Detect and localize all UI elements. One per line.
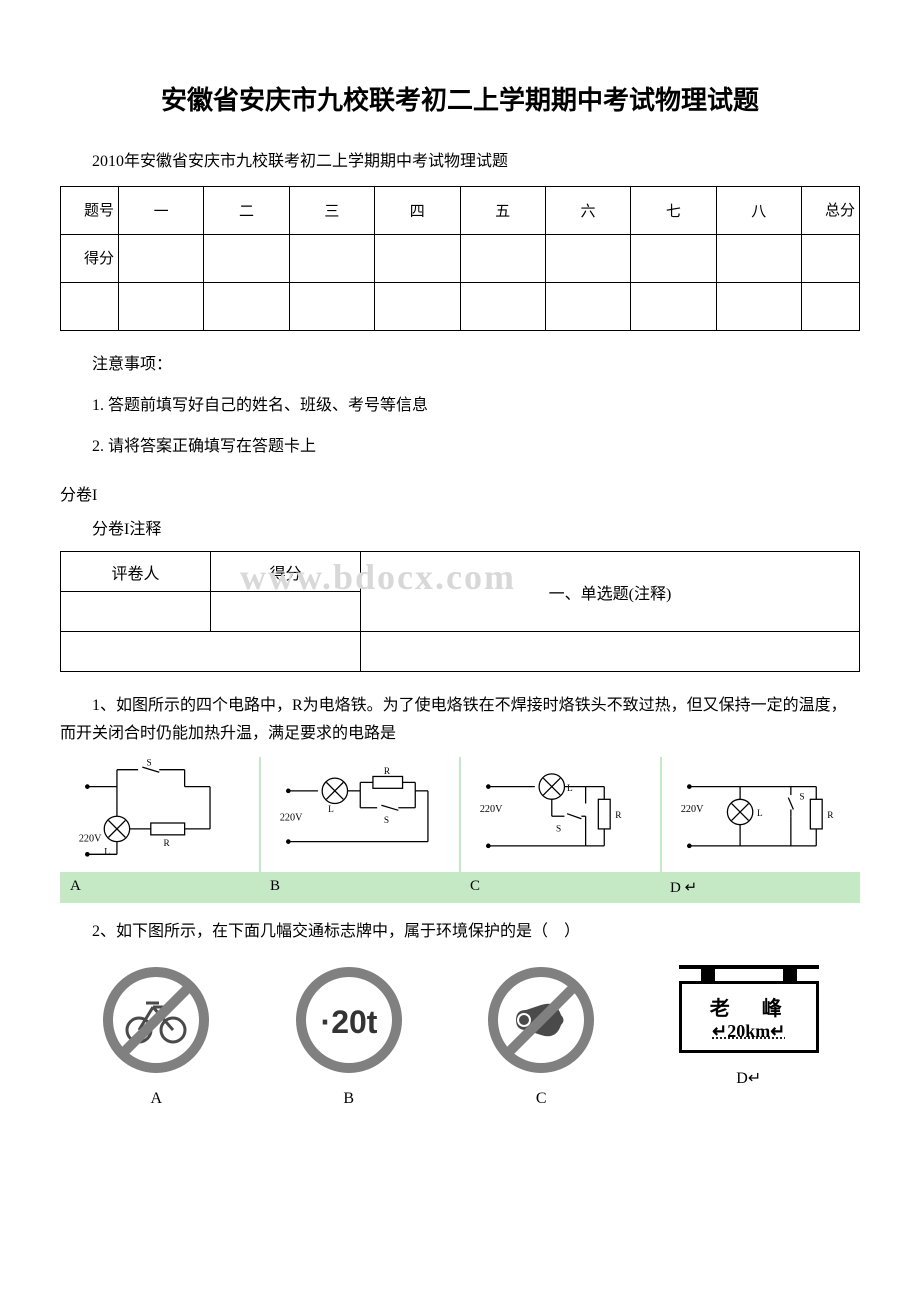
svg-text:220V: 220V [79, 833, 102, 844]
empty-cell [631, 283, 716, 331]
notice-header: 注意事项： [60, 351, 860, 380]
question-text: 1、如图所示的四个电路中，R为电烙铁。为了使电烙铁在不焊接时烙铁头不致过热，但又… [60, 692, 860, 746]
empty-cell [802, 283, 860, 331]
section-title-cell: 一、单选题(注释) [361, 552, 860, 632]
grader-col: 评卷人 [61, 552, 211, 592]
question-text: 2、如下图所示，在下面几幅交通标志牌中，属于环境保护的是（ ） [60, 918, 860, 945]
option-label: D↵ [736, 1068, 761, 1088]
svg-text:R: R [383, 767, 390, 777]
svg-text:220V: 220V [480, 804, 503, 815]
score-cell [716, 235, 801, 283]
page-title: 安徽省安庆市九校联考初二上学期期中考试物理试题 [60, 80, 860, 117]
empty-cell [460, 283, 545, 331]
section-header: 分卷I [60, 481, 860, 505]
col-header: 二 [204, 187, 289, 235]
svg-text:S: S [556, 824, 561, 834]
svg-text:S: S [799, 792, 804, 802]
score-table: 题号 一 二 三 四 五 六 七 八 总分 得分 [60, 186, 860, 331]
svg-text:L: L [567, 784, 573, 794]
col-header: 一 [119, 187, 204, 235]
circuit-labels: A B C D ↵ [60, 872, 860, 903]
svg-text:L: L [757, 809, 763, 819]
empty-cell [61, 632, 361, 672]
traffic-signs: A ·20t B C 老 峰 ↵20km↵ D↵ [60, 965, 860, 1108]
score-cell [375, 235, 460, 283]
sign-b: ·20t B [294, 965, 404, 1108]
option-label: B [343, 1090, 354, 1108]
svg-text:R: R [615, 811, 622, 821]
circuit-c: L S R 220V [461, 757, 662, 872]
weight-limit-icon: ·20t [294, 965, 404, 1075]
total-label: 总分 [802, 187, 860, 235]
table-row [61, 283, 860, 331]
option-label: A [60, 872, 260, 903]
grader-table: 评卷人 得分 一、单选题(注释) [60, 551, 860, 672]
score-cell [802, 235, 860, 283]
svg-text:L: L [104, 847, 110, 857]
score-col: 得分 [211, 552, 361, 592]
col-header: 八 [716, 187, 801, 235]
circuit-a: S L R 220V [60, 757, 261, 872]
score-cell [545, 235, 630, 283]
empty-cell [289, 283, 374, 331]
svg-text:S: S [383, 816, 388, 826]
sign-d: 老 峰 ↵20km↵ D↵ [679, 965, 819, 1108]
notice-item: 2. 请将答案正确填写在答题卡上 [60, 433, 860, 462]
svg-text:R: R [827, 811, 834, 821]
grader-block: www.bdocx.com 评卷人 得分 一、单选题(注释) [60, 551, 860, 672]
col-header: 六 [545, 187, 630, 235]
no-bicycle-icon [101, 965, 211, 1075]
sign-text: 老 峰 [696, 992, 802, 1021]
sign-c: C [486, 965, 596, 1108]
distance-sign-icon: 老 峰 ↵20km↵ [679, 965, 819, 1053]
section-note: 分卷I注释 [60, 515, 860, 539]
empty-cell [204, 283, 289, 331]
option-label: C [460, 872, 660, 903]
option-label: B [260, 872, 460, 903]
circuit-diagrams: S L R 220V [60, 757, 860, 872]
table-row: 评卷人 得分 一、单选题(注释) [61, 552, 860, 592]
circuit-d: L S R 220V [662, 757, 861, 872]
option-label: C [536, 1090, 547, 1108]
table-row: 题号 一 二 三 四 五 六 七 八 总分 [61, 187, 860, 235]
table-row: 得分 [61, 235, 860, 283]
subtitle: 2010年安徽省安庆市九校联考初二上学期期中考试物理试题 [60, 147, 860, 171]
col-header: 四 [375, 187, 460, 235]
option-label: D ↵ [660, 872, 860, 903]
svg-text:S: S [147, 758, 152, 768]
svg-text:R: R [163, 839, 170, 849]
notice-item: 1. 答题前填写好自己的姓名、班级、考号等信息 [60, 392, 860, 421]
empty-cell [61, 283, 119, 331]
col-header: 五 [460, 187, 545, 235]
table-row [61, 632, 860, 672]
circuit-b: L R S 220V [261, 757, 462, 872]
score-cell [119, 235, 204, 283]
svg-text:L: L [328, 805, 334, 815]
empty-cell [119, 283, 204, 331]
row-label: 题号 [61, 187, 119, 235]
no-horn-icon [486, 965, 596, 1075]
score-cell [460, 235, 545, 283]
svg-text:·20t: ·20t [320, 1004, 377, 1040]
empty-cell [211, 592, 361, 632]
empty-cell [375, 283, 460, 331]
empty-cell [361, 632, 860, 672]
empty-cell [545, 283, 630, 331]
score-cell [204, 235, 289, 283]
col-header: 七 [631, 187, 716, 235]
option-label: A [150, 1090, 162, 1108]
svg-text:220V: 220V [279, 812, 302, 823]
empty-cell [61, 592, 211, 632]
score-cell [289, 235, 374, 283]
score-cell [631, 235, 716, 283]
svg-text:220V: 220V [680, 804, 703, 815]
sign-text: ↵20km↵ [696, 1021, 802, 1042]
row-label: 得分 [61, 235, 119, 283]
sign-a: A [101, 965, 211, 1108]
col-header: 三 [289, 187, 374, 235]
empty-cell [716, 283, 801, 331]
